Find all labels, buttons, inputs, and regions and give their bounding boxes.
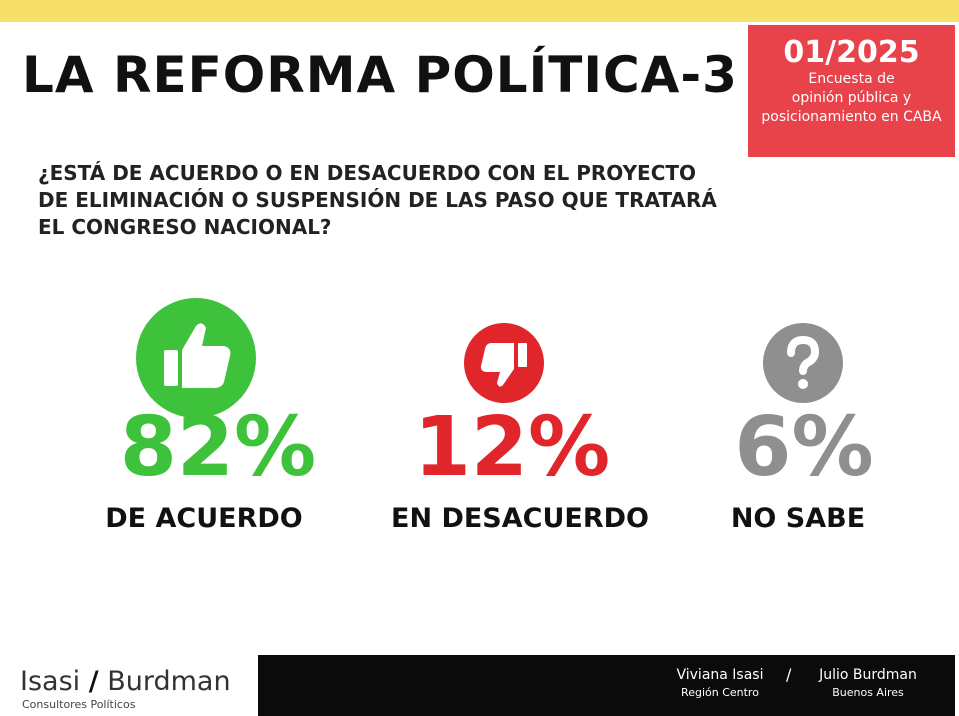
- question-line: DE ELIMINACIÓN O SUSPENSIÓN DE LAS PASO …: [38, 188, 717, 212]
- badge-line: opinión pública y: [791, 90, 912, 106]
- result-label: NO SABE: [730, 503, 866, 534]
- badge: 01/2025 Encuesta de opinión pública y po…: [748, 25, 955, 157]
- top-bar: [0, 0, 959, 22]
- logo-left: Isasi: [20, 666, 81, 697]
- badge-line: posicionamiento en CABA: [761, 109, 942, 125]
- question-line: ¿ESTÁ DE ACUERDO O EN DESACUERDO CON EL …: [38, 161, 697, 185]
- author: Viviana Isasi Región Centro: [640, 667, 800, 699]
- result-label: DE ACUERDO: [105, 503, 303, 534]
- question-line: EL CONGRESO NACIONAL?: [38, 215, 332, 239]
- badge-date: 01/2025: [783, 35, 920, 70]
- title: LA REFORMA POLÍTICA-3: [22, 46, 738, 104]
- result-value: 82%: [119, 400, 317, 495]
- logo-slash: /: [88, 666, 99, 697]
- result-value: 6%: [734, 400, 874, 495]
- author-region: Buenos Aires: [832, 686, 904, 699]
- author-region: Región Centro: [681, 686, 759, 699]
- author-name: Julio Burdman: [819, 667, 917, 683]
- badge-line: Encuesta de: [808, 71, 895, 87]
- author: Julio Burdman Buenos Aires: [788, 667, 948, 699]
- separator: /: [786, 665, 792, 684]
- footer-bar: [258, 655, 955, 716]
- logo-right: Burdman: [107, 666, 231, 697]
- result-label: EN DESACUERDO: [391, 503, 649, 534]
- thumbs-up-icon: [136, 298, 256, 418]
- question: ¿ESTÁ DE ACUERDO O EN DESACUERDO CON EL …: [38, 160, 717, 241]
- thumbs-down-icon: [464, 323, 544, 403]
- logo: Isasi / Burdman: [20, 666, 231, 697]
- question-icon: [763, 323, 843, 403]
- author-name: Viviana Isasi: [676, 667, 764, 683]
- result-value: 12%: [413, 400, 611, 495]
- logo-subtitle: Consultores Políticos: [22, 698, 136, 711]
